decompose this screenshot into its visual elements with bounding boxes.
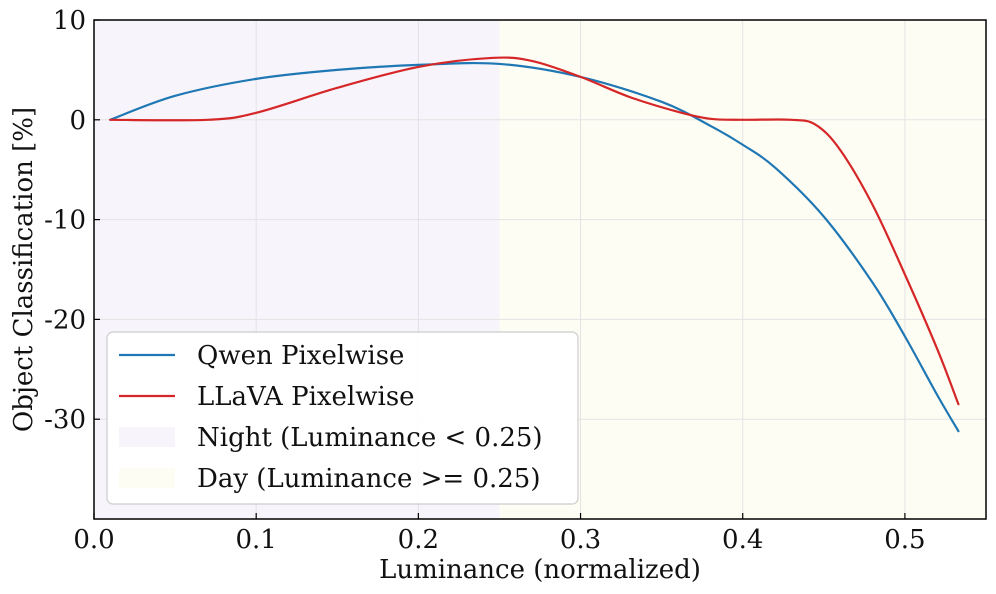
x-tick-label: 0.5 — [884, 525, 925, 555]
y-axis: 10 0 -10 -20 -30 — [44, 6, 100, 435]
x-tick-label: 0.2 — [398, 525, 439, 555]
legend-label: Day (Luminance >= 0.25) — [197, 464, 541, 494]
legend-box — [106, 331, 579, 505]
legend: Qwen Pixelwise LLaVA Pixelwise Night (Lumi… — [106, 331, 579, 505]
legend-swatch — [119, 468, 175, 488]
x-tick-label: 0.3 — [560, 525, 601, 555]
series-layer — [109, 56, 960, 433]
x-tick-label: 0.4 — [722, 525, 763, 555]
legend-swatch — [119, 427, 175, 447]
y-tick-label: 10 — [53, 6, 86, 36]
y-tick-label: 0 — [69, 106, 86, 136]
legend-label: Qwen Pixelwise — [197, 341, 404, 371]
x-tick-label: 0.0 — [73, 525, 114, 555]
legend-label: Night (Luminance < 0.25) — [197, 423, 543, 453]
y-tick-label: -20 — [44, 305, 86, 335]
y-tick-label: -10 — [44, 206, 86, 236]
y-tick-label: -30 — [44, 405, 86, 435]
series-line-llava-pixelwise — [109, 56, 960, 406]
x-axis: 0.0 0.1 0.2 0.3 0.4 0.5 — [73, 513, 926, 555]
x-tick-label: 0.1 — [236, 525, 277, 555]
y-axis-label: Object Classification [%] — [9, 107, 39, 432]
series-line-qwen-pixelwise — [109, 61, 960, 433]
legend-label: LLaVA Pixelwise — [197, 382, 415, 412]
x-axis-label: Luminance (normalized) — [379, 555, 701, 585]
plot-frame — [93, 19, 987, 520]
